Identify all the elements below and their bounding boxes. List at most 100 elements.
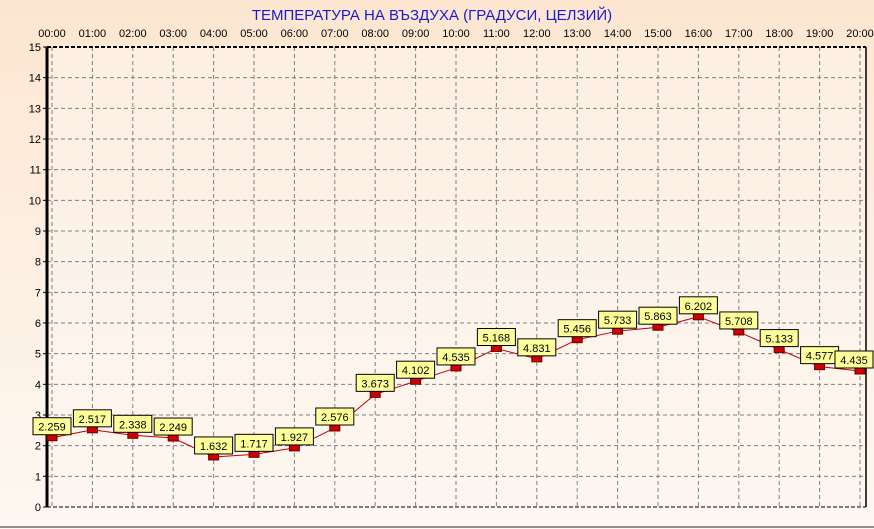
y-tick-label: 5: [35, 349, 41, 361]
y-tick-label: 13: [29, 103, 41, 115]
data-label-box: [638, 306, 678, 325]
x-tick-label: 12:00: [523, 28, 551, 40]
data-label-box: [834, 350, 874, 369]
data-label: 5.168: [483, 333, 511, 345]
data-label-box: [396, 360, 436, 379]
data-point: [369, 390, 381, 398]
data-point: [490, 345, 502, 353]
x-tick-label: 11:00: [483, 28, 510, 40]
data-label: 4.102: [402, 365, 430, 377]
x-tick-label: 17:00: [725, 28, 753, 40]
data-point: [127, 431, 139, 439]
data-label: 2.249: [159, 422, 187, 434]
data-label: 1.632: [200, 441, 228, 453]
data-point: [733, 328, 745, 336]
data-label: 5.456: [563, 324, 591, 336]
x-tick-label: 20:00: [846, 28, 874, 40]
x-tick-label: 01:00: [79, 28, 107, 40]
y-tick-label: 1: [35, 471, 41, 483]
x-tick-label: 07:00: [321, 28, 349, 40]
data-label-box: [678, 296, 718, 315]
data-label-box: [113, 414, 153, 433]
data-label: 2.517: [79, 414, 107, 426]
data-point: [208, 453, 220, 461]
x-tick-label: 14:00: [604, 28, 632, 40]
data-label: 5.708: [725, 316, 753, 328]
data-point: [612, 327, 624, 335]
data-label-box: [194, 436, 234, 455]
y-tick-label: 14: [29, 73, 41, 85]
x-tick-label: 13:00: [563, 28, 591, 40]
y-tick-label: 0: [35, 502, 41, 514]
data-point: [814, 363, 826, 371]
x-tick-label: 04:00: [200, 28, 228, 40]
data-label-box: [274, 427, 314, 446]
data-label-box: [153, 417, 193, 436]
data-label: 6.202: [685, 301, 713, 313]
data-label-box: [436, 347, 476, 366]
x-tick-label: 03:00: [159, 28, 187, 40]
data-label-box: [355, 373, 395, 392]
data-label: 1.927: [281, 432, 309, 444]
y-tick-label: 2: [35, 441, 41, 453]
data-label-box: [517, 338, 557, 357]
data-label: 4.577: [806, 351, 834, 363]
data-point: [773, 346, 785, 354]
data-point: [329, 424, 341, 432]
data-label: 2.259: [38, 422, 66, 434]
y-tick-label: 3: [35, 410, 41, 422]
x-tick-label: 08:00: [361, 28, 389, 40]
data-label-box: [476, 328, 516, 347]
data-label: 3.673: [361, 378, 389, 390]
data-label: 5.733: [604, 315, 632, 327]
data-point: [288, 444, 300, 452]
data-label: 4.831: [523, 343, 551, 355]
x-tick-label: 09:00: [402, 28, 430, 40]
data-point: [46, 434, 58, 442]
data-label: 5.863: [644, 311, 672, 323]
data-label: 2.338: [119, 419, 147, 431]
x-tick-label: 00:00: [38, 28, 66, 40]
y-tick-label: 6: [35, 318, 41, 330]
x-tick-labels: 00:00 01:00 02:00 03:00 04:00 05:00 06:00 07:00…: [38, 28, 874, 40]
data-label-box: [72, 409, 112, 428]
x-tick-label: 05:00: [240, 28, 268, 40]
x-tick-label: 06:00: [281, 28, 309, 40]
data-point: [167, 434, 179, 442]
data-point: [571, 336, 583, 344]
data-label: 5.133: [765, 334, 793, 346]
data-label-box: [557, 319, 597, 338]
y-tick-label: 8: [35, 257, 41, 269]
data-point: [692, 313, 704, 321]
data-label-box: [234, 433, 274, 452]
data-label-box: [719, 311, 759, 330]
chart-title: ТЕМПЕРАТУРА НА ВЪЗДУХА (ГРАДУСИ, ЦЕЛЗИЙ): [252, 6, 612, 24]
data-point: [86, 426, 98, 434]
y-tick-label: 15: [29, 42, 41, 54]
data-label-box: [598, 310, 638, 329]
x-tick-label: 10:00: [442, 28, 470, 40]
data-point: [531, 355, 543, 363]
y-tick-label: 4: [35, 379, 41, 391]
x-tick-label: 15:00: [644, 28, 672, 40]
y-tick-label: 10: [29, 195, 41, 207]
data-point: [652, 323, 664, 331]
data-label: 4.535: [442, 352, 470, 364]
data-label: 4.435: [840, 355, 868, 367]
data-point: [248, 450, 260, 458]
x-tick-label: 02:00: [119, 28, 147, 40]
y-tick-label: 9: [35, 226, 41, 238]
y-tick-label: 12: [29, 134, 41, 146]
data-point: [854, 367, 866, 375]
data-label-box: [315, 407, 355, 426]
data-label-box: [32, 417, 72, 436]
data-point: [450, 364, 462, 372]
data-label: 1.717: [240, 438, 268, 450]
data-label: 2.576: [321, 412, 349, 424]
data-label-box: [759, 329, 799, 348]
x-tick-label: 16:00: [685, 28, 713, 40]
data-labels: 2.259 2.517 2.338 2.249 1.632 1.717 1.927 2.576…: [32, 296, 874, 455]
y-tick-label: 11: [30, 165, 41, 177]
